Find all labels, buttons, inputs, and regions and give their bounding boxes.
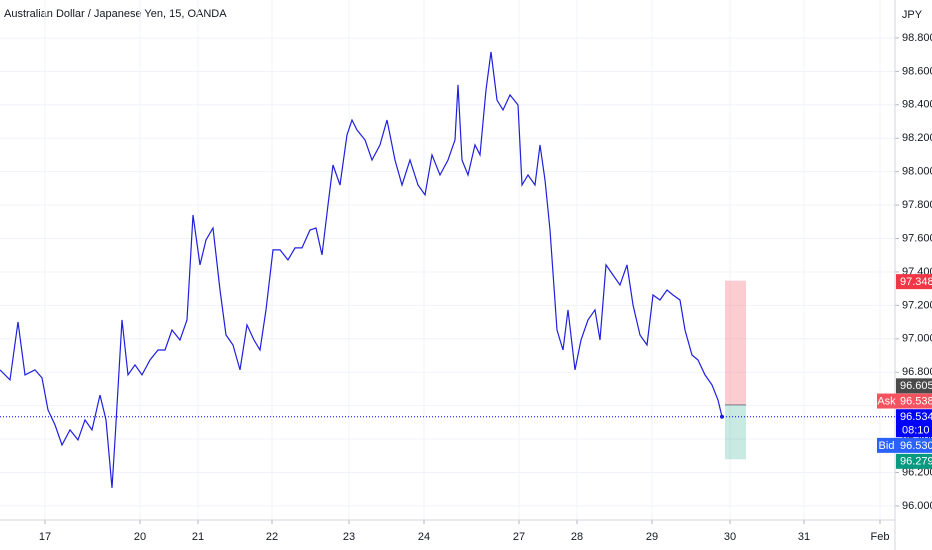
x-tick-label: 22 xyxy=(266,531,278,543)
y-tick-label: 96.000 xyxy=(902,500,932,512)
y-tick-label: 97.600 xyxy=(902,232,932,244)
price-badge-label: 96.605 xyxy=(900,380,932,392)
price-badge-label: 96.534 xyxy=(900,411,932,423)
price-tag xyxy=(877,393,896,409)
last-point xyxy=(720,414,724,419)
price-badge xyxy=(896,393,932,409)
y-tick-label: 98.800 xyxy=(902,32,932,44)
x-tick-label: 20 xyxy=(134,531,146,543)
y-tick-label: 96.200 xyxy=(902,466,932,478)
price-tag-label: Ask xyxy=(877,395,896,407)
price-line xyxy=(0,51,723,488)
y-tick-label: 98.200 xyxy=(902,132,932,144)
x-tick-label: 17 xyxy=(39,531,51,543)
target-zone xyxy=(725,404,746,460)
price-badge xyxy=(896,453,932,469)
x-tick-label: 29 xyxy=(646,531,658,543)
x-tick-label: 21 xyxy=(192,531,204,543)
x-tick-label: 24 xyxy=(418,531,430,543)
y-tick-label: 98.000 xyxy=(902,166,932,178)
x-tick-label: Feb xyxy=(871,531,890,543)
stop-zone xyxy=(725,280,746,405)
price-badge-label: 96.279 xyxy=(900,456,932,468)
price-tag-label: Bid xyxy=(879,440,895,452)
price-badge xyxy=(896,274,932,290)
currency-label: JPY xyxy=(902,9,923,21)
price-tag xyxy=(877,437,896,453)
price-badge-label: 96.530 xyxy=(900,440,932,452)
price-badge xyxy=(896,437,932,453)
x-tick-label: 28 xyxy=(571,531,583,543)
price-badge-label: 96.538 xyxy=(900,395,932,407)
x-tick-label: 27 xyxy=(513,531,525,543)
y-tick-label: 96.800 xyxy=(902,366,932,378)
x-tick-label: 31 xyxy=(798,531,810,543)
countdown-label: 08:10 xyxy=(902,425,930,437)
y-tick-label: 97.000 xyxy=(902,333,932,345)
y-tick-label: 97.200 xyxy=(902,299,932,311)
y-tick-label: 98.600 xyxy=(902,65,932,77)
price-badge-label: 97.348 xyxy=(900,276,932,288)
price-badge xyxy=(896,378,932,394)
chart-title: Australian Dollar / Japanese Yen, 15, OA… xyxy=(4,8,227,20)
price-badge xyxy=(896,409,932,438)
x-tick-label: 30 xyxy=(724,531,736,543)
x-tick-label: 23 xyxy=(343,531,355,543)
y-tick-label: 97.800 xyxy=(902,199,932,211)
y-tick-label: 98.400 xyxy=(902,99,932,111)
